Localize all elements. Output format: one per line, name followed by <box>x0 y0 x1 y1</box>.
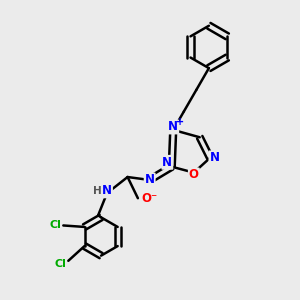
Text: +: + <box>176 117 184 127</box>
Text: O: O <box>189 169 199 182</box>
Text: N: N <box>168 121 178 134</box>
Text: H: H <box>93 186 102 196</box>
Text: N: N <box>162 156 172 169</box>
Text: N: N <box>102 184 112 197</box>
Text: O⁻: O⁻ <box>141 192 157 205</box>
Text: Cl: Cl <box>49 220 61 230</box>
Text: Cl: Cl <box>54 259 66 269</box>
Text: N: N <box>209 152 219 164</box>
Text: N: N <box>145 173 155 187</box>
